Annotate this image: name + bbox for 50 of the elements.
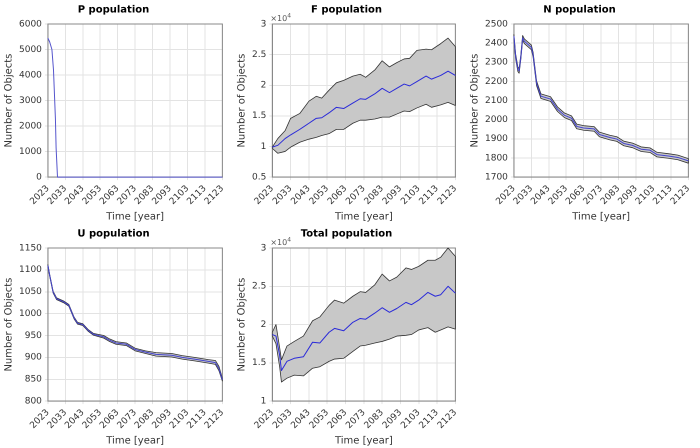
x-axis-title: Time [year] [334,212,393,223]
y-tick-label: 900 [24,352,42,363]
x-axis-title: Time [year] [334,436,393,447]
y-tick-label: 2 [260,80,266,91]
y-tick-label: 2000 [19,121,42,132]
chart-title: F population [311,4,382,16]
y-tick-label: 2000 [485,115,508,126]
y-tick-label: 1100 [19,265,42,276]
y-tick-label: 2200 [485,76,508,87]
y-tick-label: 1800 [485,153,508,164]
y-tick-label: 2100 [485,96,508,106]
y-axis-title: Number of Objects [470,54,481,148]
y-tick-label: 1 [260,142,266,152]
y-axis-title: Number of Objects [236,54,248,148]
y-tick-label: 1 [260,396,266,407]
y-tick-label: 5000 [19,44,42,55]
y-tick-label: 1000 [19,146,42,157]
y-tick-label: 2300 [485,58,508,68]
y-tick-label: 2500 [485,19,508,30]
chart-title: N population [543,4,616,16]
y-tick-label: 1050 [19,287,42,298]
y-tick-label: 0 [36,172,42,183]
y-tick-label: 3 [260,243,266,254]
y-tick-label: 3000 [19,96,42,106]
y-tick-label: 1.5 [252,111,266,122]
chart-title: P population [78,4,150,16]
y-tick-label: 6000 [19,19,42,30]
y-tick-label: 1150 [19,243,42,254]
y-tick-label: 2 [260,320,266,330]
y-tick-label: 950 [24,330,42,341]
y-tick-label: 0.5 [252,172,266,183]
y-axis-title: Number of Objects [4,278,15,372]
y-tick-label: 3 [260,19,266,30]
chart-title: Total population [300,228,392,240]
x-axis-title: Time [year] [571,212,630,223]
y-tick-label: 2.5 [252,282,266,292]
y-tick-label: 1.5 [252,358,266,368]
y-tick-label: 2400 [485,38,508,48]
y-tick-label: 4000 [19,70,42,80]
y-axis-title: Number of Objects [4,54,15,148]
x-axis-title: Time [year] [105,436,164,447]
y-tick-label: 1900 [485,134,508,144]
y-axis-title: Number of Objects [236,278,248,372]
y-tick-label: 850 [24,374,42,385]
y-tick-label: 800 [24,396,42,407]
chart-title: U population [77,228,150,240]
y-tick-label: 1700 [485,172,508,183]
x-axis-title: Time [year] [105,212,164,223]
y-tick-label: 2.5 [252,50,266,60]
y-tick-label: 1000 [19,308,42,319]
